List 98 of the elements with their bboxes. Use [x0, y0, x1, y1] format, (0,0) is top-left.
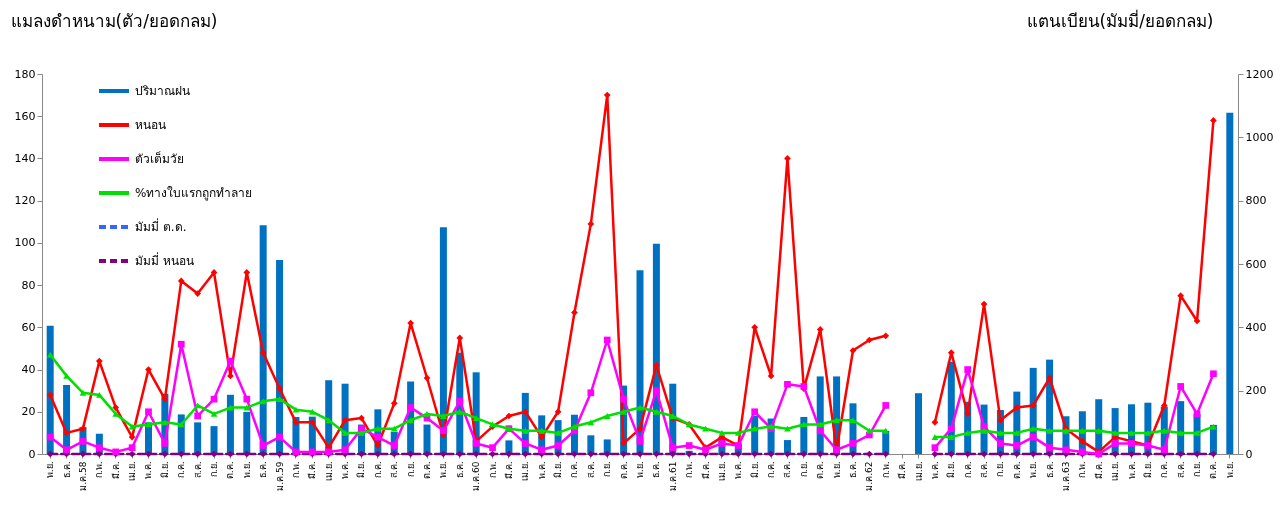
- x-tick-label: ก.พ.: [290, 461, 301, 479]
- x-tick-label: ธ.ค.: [61, 461, 72, 479]
- x-tick-label: พ.ค.: [1126, 461, 1137, 480]
- x-tick-label: ก.ค.: [372, 461, 383, 479]
- x-tick-label: มี.ค.: [503, 461, 514, 480]
- x-tick-label: ต.ค.: [1011, 461, 1022, 480]
- x-tick-label: พ.ค.: [733, 461, 744, 480]
- y-tick-label: 20: [21, 405, 36, 419]
- x-tick-label: ส.ค.: [389, 461, 400, 479]
- x-tick-label: ก.ค.: [962, 461, 973, 479]
- x-tick-label: มิ.ย.: [749, 461, 760, 479]
- y2-tick-label: 400: [1245, 320, 1267, 334]
- x-tick-label: ม.ค.59: [274, 461, 285, 491]
- x-tick-label: พ.ย.: [438, 461, 449, 479]
- x-tick-label: ส.ค.: [585, 461, 596, 479]
- x-tick-label: พ.ย.: [241, 461, 252, 479]
- x-tick-label: ก.พ.: [94, 461, 105, 479]
- x-tick-label: มิ.ย.: [946, 461, 957, 479]
- x-tick-label: ต.ค.: [618, 461, 629, 480]
- x-tick-label: ต.ค.: [422, 461, 433, 480]
- x-tick-label: พ.ค.: [536, 461, 547, 480]
- x-tick-label: พ.ค.: [929, 461, 940, 480]
- x-tick-label: ม.ค.63: [1060, 461, 1071, 491]
- y-tick-label: 140: [14, 151, 36, 165]
- x-tick-label: ก.ค.: [1159, 461, 1170, 479]
- y2-tick-label: 800: [1245, 194, 1267, 208]
- x-tick-label: ม.ค.58: [77, 461, 88, 491]
- x-tick-label: มิ.ย.: [1142, 461, 1153, 479]
- x-tick-label: มี.ค.: [110, 461, 121, 480]
- x-tick-label: พ.ย.: [1028, 461, 1039, 479]
- x-tick-label: ก.ค.: [569, 461, 580, 479]
- y-tick-label: 0: [28, 447, 36, 461]
- x-tick-label: มี.ค.: [897, 461, 908, 480]
- x-tick-label: เม.ย.: [913, 461, 924, 482]
- x-tick-label: มิ.ย.: [159, 461, 170, 479]
- x-tick-label: ม.ค.62: [864, 461, 875, 491]
- x-tick-label: ก.ย.: [1192, 461, 1203, 478]
- x-tick-label: ม.ค.60: [471, 461, 482, 491]
- y-tick-label: 120: [14, 194, 36, 208]
- x-tick-label: ต.ค.: [815, 461, 826, 480]
- x-tick-label: ก.ย.: [209, 461, 220, 478]
- x-tick-label: ก.ย.: [405, 461, 416, 478]
- x-tick-label: ธ.ค.: [847, 461, 858, 479]
- y-tick-label: 180: [14, 67, 36, 81]
- x-tick-label: ธ.ค.: [258, 461, 269, 479]
- x-tick-label: ส.ค.: [192, 461, 203, 479]
- y-tick-label: 100: [14, 236, 36, 250]
- x-tick-label: ก.ย.: [798, 461, 809, 478]
- x-tick-label: ก.ย.: [995, 461, 1006, 478]
- x-tick-label: ก.พ.: [880, 461, 891, 479]
- y-tick-label: 40: [21, 363, 36, 377]
- y2-tick-label: 1200: [1245, 67, 1274, 81]
- x-tick-label: พ.ย.: [45, 461, 56, 479]
- x-tick-label: ธ.ค.: [454, 461, 465, 479]
- y-tick-label: 60: [21, 320, 36, 334]
- x-tick-label: พ.ย.: [635, 461, 645, 479]
- x-tick-label: พ.ย.: [831, 461, 842, 479]
- x-tick-label: เม.ย.: [1110, 461, 1121, 482]
- y2-tick-label: 0: [1245, 447, 1253, 461]
- y-tick-label: 80: [21, 278, 36, 292]
- x-tick-label: ต.ค.: [1208, 461, 1219, 480]
- x-tick-label: มิ.ย.: [356, 461, 367, 479]
- legend-label: หนอน: [135, 118, 166, 132]
- legend-label: ปริมาณฝน: [135, 84, 190, 98]
- legend-label: มัมมี่ ต.ด.: [135, 218, 187, 234]
- x-tick-label: ก.ค.: [176, 461, 187, 479]
- y-axis-title: แมลงดำหนาม(ตัว/ยอดกลม): [10, 10, 218, 31]
- x-tick-label: ก.ค.: [766, 461, 777, 479]
- x-tick-label: ม.ค.61: [667, 461, 678, 491]
- x-tick-label: ก.พ.: [1077, 461, 1088, 479]
- x-tick-label: เม.ย.: [127, 461, 138, 482]
- x-tick-label: ก.พ.: [487, 461, 498, 479]
- x-tick-label: มี.ค.: [700, 461, 711, 480]
- x-tick-label: เม.ย.: [716, 461, 727, 482]
- x-tick-label: มี.ค.: [307, 461, 318, 480]
- x-tick-label: พ.ค.: [143, 461, 154, 480]
- x-tick-label: ก.ย.: [602, 461, 613, 478]
- x-tick-label: ต.ค.: [225, 461, 236, 480]
- x-tick-label: มี.ค.: [1093, 461, 1104, 480]
- y-tick-label: 160: [14, 109, 36, 123]
- x-tick-label: เม.ย.: [520, 461, 531, 482]
- x-tick-label: ส.ค.: [782, 461, 793, 479]
- x-tick-label: มิ.ย.: [553, 461, 564, 479]
- x-tick-label: เม.ย.: [323, 461, 334, 482]
- x-tick-label: พ.ค.: [340, 461, 351, 480]
- y2-tick-label: 1000: [1245, 130, 1274, 144]
- y2-axis-title: แตนเบียน(มัมมี่/ยอดกลม): [1026, 8, 1214, 31]
- y2-tick-label: 600: [1245, 257, 1267, 271]
- legend-label: ตัวเต็มวัย: [135, 151, 184, 166]
- y2-tick-label: 200: [1245, 384, 1267, 398]
- x-tick-label: ธ.ค.: [1044, 461, 1055, 479]
- legend-label: %ทางใบแรกถูกทำลาย: [135, 186, 253, 201]
- x-tick-label: ธ.ค.: [651, 461, 662, 479]
- x-tick-label: ก.พ.: [684, 461, 695, 479]
- x-tick-label: ส.ค.: [1175, 461, 1186, 479]
- x-tick-label: พ.ย.: [1224, 461, 1235, 479]
- legend-label: มัมมี่ หนอน: [135, 252, 194, 268]
- x-tick-label: ส.ค.: [979, 461, 990, 479]
